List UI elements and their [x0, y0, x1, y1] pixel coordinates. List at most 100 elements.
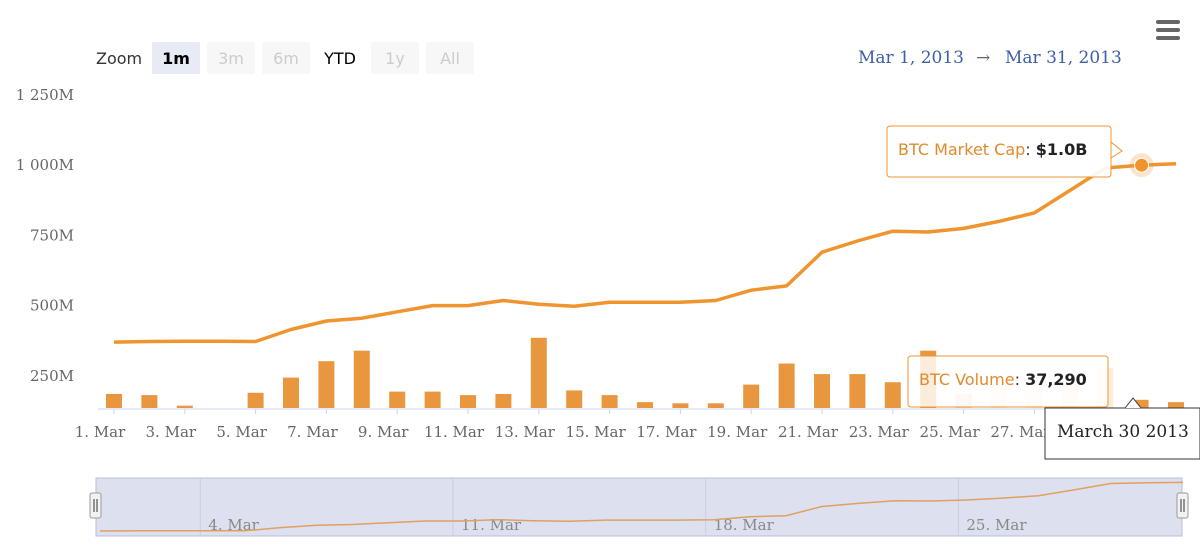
- range-button-label[interactable]: 3m: [218, 49, 244, 68]
- x-axis: 1. Mar 3. Mar 5. Mar 7. Mar 9. Mar 11. Mar 13.…: [75, 409, 1051, 441]
- x-tick-label: 11. Mar: [424, 423, 485, 441]
- volume-tooltip-box: [907, 355, 1109, 408]
- volume-tooltip: BTC Volume: 37,290: [907, 355, 1109, 408]
- volume-bar: [814, 374, 830, 408]
- range-button-label[interactable]: 1y: [385, 49, 405, 68]
- navigator-label: 4. Mar: [208, 516, 259, 534]
- volume-bar: [141, 395, 158, 408]
- market-cap-tooltip-label: BTC Market Cap: [898, 140, 1025, 159]
- market-cap-tooltip: BTC Market Cap: $1.0B: [886, 125, 1123, 178]
- range-button-label[interactable]: 1m: [162, 49, 190, 68]
- volume-bar: [884, 382, 901, 408]
- x-tick-label: 21. Mar: [778, 423, 839, 441]
- volume-bar: [106, 393, 122, 408]
- from-date[interactable]: Mar 1, 2013: [858, 48, 964, 68]
- x-tick-label: 27. Mar: [990, 423, 1051, 441]
- market-cap-tooltip-value: $1.0B: [1036, 140, 1088, 159]
- navigator-right-handle-box[interactable]: [1176, 492, 1189, 519]
- range-button-3m[interactable]: 3m: [207, 42, 255, 74]
- range-button-ytd[interactable]: YTD: [316, 42, 364, 74]
- navigator-left-handle[interactable]: [89, 492, 102, 519]
- navigator: 4. Mar 11. Mar 18. Mar 25. Mar: [89, 477, 1189, 537]
- volume-tooltip-text: BTC Volume: 37,290: [919, 370, 1087, 389]
- y-tick-label: 1 250M: [16, 86, 74, 104]
- menu-bar: [1156, 20, 1180, 24]
- x-tick-label: 17. Mar: [636, 423, 697, 441]
- navigator-label: 11. Mar: [461, 516, 522, 534]
- volume-bar: [743, 384, 760, 408]
- navigator-label: 18. Mar: [714, 516, 775, 534]
- volume-bar: [318, 361, 335, 408]
- volume-tooltip-label: BTC Volume: [919, 370, 1015, 389]
- navigator-left-handle-box[interactable]: [89, 492, 102, 519]
- range-button-6m[interactable]: 6m: [262, 42, 310, 74]
- volume-bar: [247, 392, 264, 408]
- x-tick-label: 15. Mar: [566, 423, 627, 441]
- x-tick-label: 25. Mar: [920, 423, 981, 441]
- x-tick-label: 23. Mar: [849, 423, 910, 441]
- navigator-right-handle[interactable]: [1176, 492, 1189, 519]
- volume-bar: [637, 402, 653, 408]
- y-axis: 250M 500M 750M 1 000M 1 250M: [16, 86, 74, 385]
- range-button-bg[interactable]: [316, 42, 364, 74]
- x-tick-label: 3. Mar: [146, 423, 197, 441]
- volume-bar: [672, 403, 689, 408]
- date-tooltip: March 30 2013: [1044, 397, 1200, 460]
- date-arrow: →: [976, 48, 990, 68]
- x-tick-label: 19. Mar: [707, 423, 768, 441]
- y-tick-label: 1 000M: [16, 156, 74, 174]
- date-tooltip-box: [1044, 407, 1200, 460]
- volume-bar: [389, 391, 406, 408]
- volume-bar: [424, 391, 441, 408]
- x-tick-label: 13. Mar: [495, 423, 556, 441]
- range-button-bg[interactable]: [152, 42, 200, 74]
- volume-tooltip-value: 37,290: [1025, 370, 1087, 389]
- range-button-1y[interactable]: 1y: [371, 42, 419, 74]
- market-cap-series-line: [113, 162, 1177, 344]
- menu-bar: [1156, 28, 1180, 32]
- hamburger-menu-icon[interactable]: [1152, 16, 1184, 46]
- volume-bar: [176, 405, 193, 408]
- volume-bar: [849, 374, 866, 408]
- navigator-grid: 4. Mar 11. Mar 18. Mar 25. Mar: [199, 478, 1027, 536]
- range-button-label[interactable]: 6m: [273, 49, 299, 68]
- range-button-label[interactable]: YTD: [323, 49, 356, 68]
- y-tick-label: 250M: [30, 367, 74, 385]
- hover-point-marker: [1134, 157, 1150, 173]
- y-tick-label: 500M: [30, 297, 74, 315]
- volume-bar: [1132, 399, 1149, 408]
- volume-bar: [601, 395, 618, 408]
- menu-bar: [1156, 36, 1180, 40]
- range-button-bg[interactable]: [262, 42, 310, 74]
- range-button-bg[interactable]: [207, 42, 255, 74]
- volume-bar: [1168, 402, 1184, 408]
- navigator-label: 25. Mar: [966, 516, 1027, 534]
- market-cap-tooltip-pointer: [1110, 140, 1123, 159]
- y-tick-label: 750M: [30, 226, 74, 244]
- range-buttons: 1m 3m 6m YTD 1y All: [152, 42, 474, 74]
- volume-bar: [707, 403, 724, 408]
- volume-bar: [495, 393, 512, 408]
- to-date[interactable]: Mar 31, 2013: [1005, 48, 1122, 68]
- x-tick-label: 9. Mar: [358, 423, 409, 441]
- zoom-label: Zoom: [96, 49, 142, 68]
- x-tick-label: 5. Mar: [216, 423, 267, 441]
- volume-bar: [283, 377, 299, 408]
- range-button-bg[interactable]: [371, 42, 419, 74]
- market-cap-tooltip-text: BTC Market Cap: $1.0B: [898, 140, 1087, 159]
- range-button-bg[interactable]: [426, 42, 474, 74]
- volume-bar: [353, 350, 370, 408]
- volume-bar: [530, 337, 547, 408]
- volume-bar: [566, 390, 583, 408]
- date-tooltip-pointer: [1124, 397, 1142, 409]
- range-button-all[interactable]: All: [426, 42, 474, 74]
- range-button-label[interactable]: All: [440, 49, 460, 68]
- x-tick-label: 1. Mar: [75, 423, 126, 441]
- navigator-series-line: [99, 481, 1184, 532]
- x-tick-label: 7. Mar: [287, 423, 338, 441]
- volume-bar: [778, 363, 795, 408]
- date-tooltip-label: March 30 2013: [1057, 422, 1189, 442]
- range-button-1m[interactable]: 1m: [152, 42, 200, 74]
- volume-bar: [460, 395, 476, 408]
